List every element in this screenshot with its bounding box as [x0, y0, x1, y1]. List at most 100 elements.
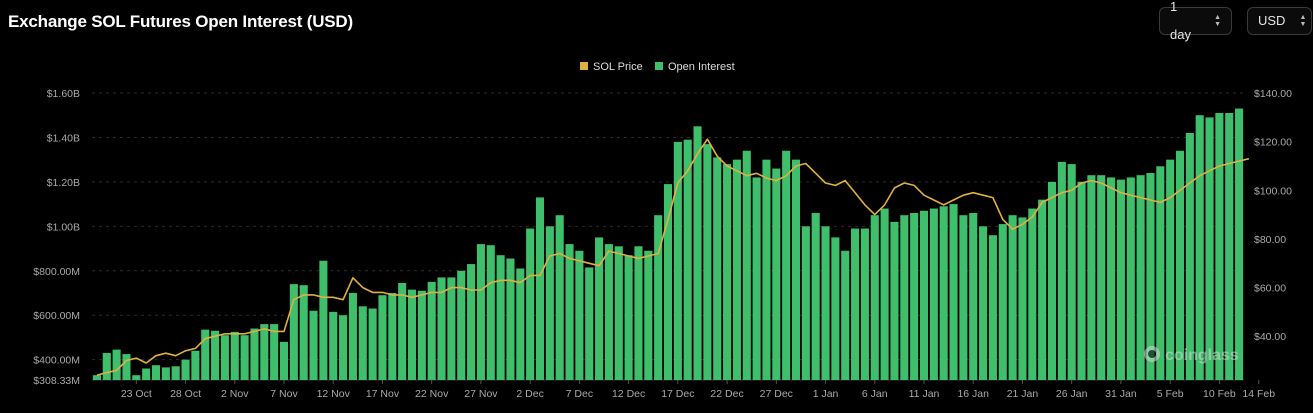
oi-bar[interactable] — [860, 228, 869, 380]
oi-bar[interactable] — [250, 328, 259, 380]
oi-bar[interactable] — [1047, 181, 1057, 380]
oi-bar[interactable] — [1107, 177, 1116, 380]
oi-bar[interactable] — [890, 221, 899, 380]
oi-bar[interactable] — [782, 150, 791, 380]
oi-bar[interactable] — [614, 246, 623, 380]
oi-bar[interactable] — [752, 177, 761, 380]
oi-bar[interactable] — [880, 208, 889, 380]
oi-bar[interactable] — [398, 282, 407, 380]
oi-bar[interactable] — [447, 277, 456, 380]
oi-bar[interactable] — [801, 226, 810, 380]
oi-bar[interactable] — [929, 208, 938, 380]
legend-price-label[interactable]: SOL Price — [593, 61, 643, 73]
oi-bar[interactable] — [1018, 217, 1027, 380]
oi-bar[interactable] — [683, 139, 692, 380]
legend-oi-label[interactable]: Open Interest — [668, 61, 735, 73]
oi-bar[interactable] — [92, 375, 101, 380]
oi-bar[interactable] — [417, 290, 426, 380]
currency-select[interactable]: USD ▲ ▼ — [1247, 7, 1312, 35]
oi-bar[interactable] — [900, 215, 909, 380]
oi-bar[interactable] — [841, 250, 850, 380]
oi-bar[interactable] — [654, 215, 663, 380]
oi-bar[interactable] — [673, 141, 682, 380]
oi-bar[interactable] — [624, 255, 633, 380]
oi-bar[interactable] — [368, 308, 377, 380]
oi-bar[interactable] — [1116, 179, 1125, 380]
legend-price-swatch[interactable] — [580, 62, 588, 70]
oi-bar[interactable] — [476, 244, 485, 380]
oi-bar[interactable] — [102, 352, 111, 380]
oi-bar[interactable] — [791, 159, 801, 380]
oi-bar[interactable] — [230, 331, 239, 380]
oi-bar[interactable] — [851, 228, 860, 380]
oi-bar[interactable] — [545, 226, 554, 380]
oi-bar[interactable] — [703, 144, 712, 380]
oi-bar[interactable] — [910, 212, 919, 380]
oi-bar[interactable] — [1225, 112, 1234, 380]
oi-bar[interactable] — [142, 368, 151, 380]
oi-bar[interactable] — [339, 315, 348, 380]
oi-bar[interactable] — [181, 359, 190, 380]
oi-bar[interactable] — [348, 292, 357, 380]
legend-oi-swatch[interactable] — [655, 62, 663, 70]
oi-bar[interactable] — [663, 184, 673, 380]
oi-bar[interactable] — [821, 226, 830, 380]
oi-bar[interactable] — [949, 204, 958, 380]
oi-bar[interactable] — [260, 324, 269, 380]
oi-bar[interactable] — [1028, 208, 1037, 380]
oi-bar[interactable] — [555, 215, 564, 380]
oi-bar[interactable] — [575, 250, 584, 380]
oi-bar[interactable] — [506, 258, 515, 380]
oi-bar[interactable] — [713, 157, 722, 380]
oi-bar[interactable] — [723, 164, 732, 380]
oi-bar[interactable] — [1205, 117, 1214, 381]
oi-bar[interactable] — [585, 267, 594, 380]
oi-bar[interactable] — [1077, 181, 1086, 380]
oi-bar[interactable] — [772, 168, 781, 380]
oi-bar[interactable] — [1215, 112, 1224, 380]
oi-bar[interactable] — [1166, 159, 1175, 380]
oi-bar[interactable] — [467, 264, 476, 380]
oi-bar[interactable] — [988, 235, 997, 380]
oi-bar[interactable] — [407, 289, 417, 380]
oi-bar[interactable] — [1038, 199, 1047, 380]
oi-bar[interactable] — [358, 306, 367, 380]
oi-bar[interactable] — [1097, 175, 1106, 380]
oi-bar[interactable] — [427, 281, 436, 380]
oi-bar[interactable] — [811, 212, 820, 380]
oi-bar[interactable] — [1067, 164, 1076, 380]
oi-bar[interactable] — [516, 268, 525, 380]
oi-bar[interactable] — [378, 295, 387, 380]
oi-bar[interactable] — [535, 197, 545, 380]
oi-bar[interactable] — [1175, 150, 1185, 380]
oi-bar[interactable] — [299, 285, 308, 380]
oi-bar[interactable] — [762, 159, 771, 380]
oi-bar[interactable] — [1057, 161, 1066, 380]
oi-bar[interactable] — [122, 354, 131, 380]
oi-bar[interactable] — [151, 365, 161, 380]
oi-bar[interactable] — [496, 255, 505, 380]
oi-bar[interactable] — [732, 159, 741, 380]
oi-bar[interactable] — [565, 244, 574, 380]
oi-bar[interactable] — [526, 228, 535, 380]
oi-bar[interactable] — [240, 335, 249, 380]
price-line[interactable] — [96, 138, 1250, 376]
oi-bar[interactable] — [604, 244, 613, 380]
oi-bar[interactable] — [634, 246, 643, 380]
oi-bar[interactable] — [1156, 166, 1165, 380]
oi-bar[interactable] — [319, 260, 328, 380]
interval-select[interactable]: 1 day ▲ ▼ — [1159, 0, 1232, 42]
oi-bar[interactable] — [1087, 175, 1096, 380]
oi-bar[interactable] — [309, 310, 318, 380]
oi-bar[interactable] — [1126, 177, 1135, 380]
oi-bar[interactable] — [595, 237, 604, 380]
oi-bar[interactable] — [959, 215, 968, 380]
oi-bar[interactable] — [161, 367, 170, 380]
oi-bar[interactable] — [1136, 175, 1145, 380]
oi-bar[interactable] — [644, 250, 653, 380]
oi-bar[interactable] — [870, 215, 879, 380]
oi-bar[interactable] — [998, 224, 1007, 380]
oi-bar[interactable] — [329, 311, 338, 380]
oi-bar[interactable] — [220, 335, 229, 380]
oi-bar[interactable] — [171, 366, 180, 380]
